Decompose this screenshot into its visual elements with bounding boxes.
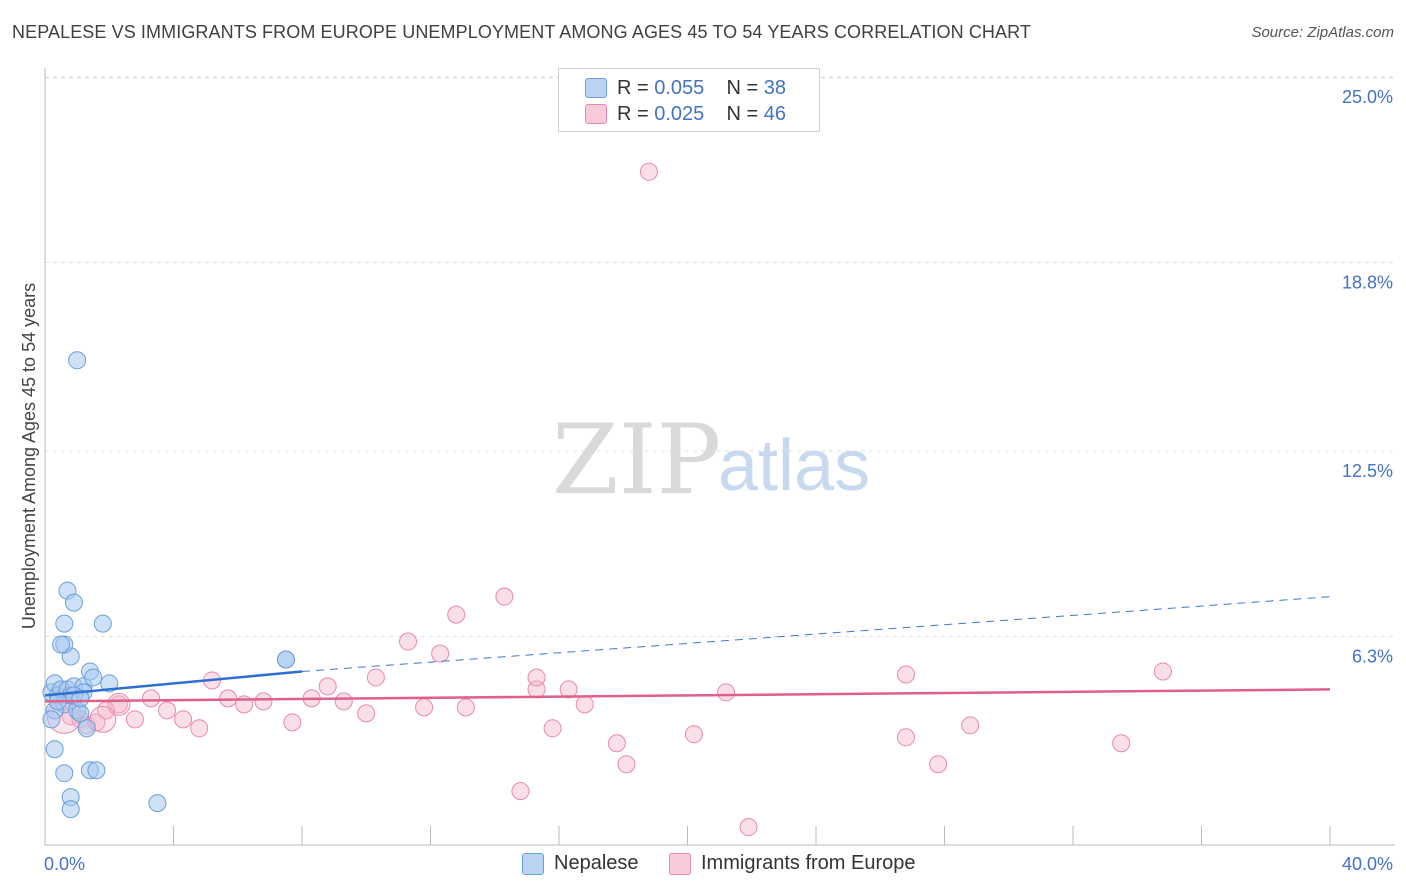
europe-point xyxy=(447,605,466,624)
r-label: R = xyxy=(617,103,655,125)
tick-labels: 6.3% 12.5% 18.8% 25.0% 0.0% 40.0% xyxy=(44,87,1393,874)
n-label: N = xyxy=(726,103,764,125)
europe-point xyxy=(717,683,736,702)
legend-nepalese-text: R = 0.055 N = 38 xyxy=(617,77,786,100)
watermark-atlas: atlas xyxy=(718,426,870,506)
watermark-zip: ZIP xyxy=(552,404,721,516)
nepalese-point xyxy=(52,635,71,654)
europe-point xyxy=(125,710,144,729)
nepalese-point xyxy=(87,761,106,780)
bottom-legend-europe-label: Immigrants from Europe xyxy=(701,852,916,874)
nepalese-point xyxy=(61,800,80,819)
europe-point xyxy=(190,719,209,738)
europe-point xyxy=(158,701,177,720)
nepalese-point xyxy=(84,668,103,687)
europe-point xyxy=(415,698,434,717)
nepalese-point xyxy=(45,740,64,759)
nepalese-point xyxy=(42,710,61,729)
r-value-nepalese: 0.055 xyxy=(654,77,705,99)
europe-point xyxy=(607,734,626,753)
nepalese-trend-line xyxy=(44,670,303,697)
europe-point xyxy=(254,692,273,711)
r-label: R = xyxy=(617,77,655,99)
europe-point xyxy=(456,698,475,717)
nepalese-point xyxy=(68,351,87,370)
europe-point xyxy=(684,725,703,744)
chart-title: NEPALESE VS IMMIGRANTS FROM EUROPE UNEMP… xyxy=(12,22,1031,42)
europe-point xyxy=(399,632,418,651)
europe-point-large xyxy=(107,692,131,716)
europe-point xyxy=(357,704,376,723)
europe-point-large xyxy=(89,705,117,733)
europe-swatch xyxy=(669,853,691,875)
europe-point xyxy=(495,587,514,606)
y-tick-label: 18.8% xyxy=(1342,273,1393,293)
europe-point xyxy=(575,695,594,714)
europe-point xyxy=(896,665,915,684)
grid xyxy=(45,76,1395,638)
europe-point xyxy=(174,710,193,729)
europe-point xyxy=(559,680,578,699)
nepalese-point xyxy=(93,614,112,633)
legend-europe-text: R = 0.025 N = 46 xyxy=(617,103,786,126)
watermark: ZIP atlas xyxy=(552,404,870,516)
x-tick-label: 40.0% xyxy=(1342,854,1393,874)
nepalese-point xyxy=(55,764,74,783)
europe-point xyxy=(961,716,980,735)
n-label: N = xyxy=(726,77,764,99)
nepalese-point xyxy=(77,719,96,738)
europe-point xyxy=(543,719,562,738)
nepalese-point xyxy=(64,593,83,612)
nepalese-point xyxy=(71,704,90,723)
europe-point xyxy=(617,755,636,774)
nepalese-point xyxy=(276,650,295,669)
axes xyxy=(44,68,1395,846)
nepalese-trend-dashed xyxy=(301,596,1331,672)
europe-point xyxy=(1112,734,1131,753)
n-value-nepalese: 38 xyxy=(763,77,787,99)
trend-lines xyxy=(44,596,1331,703)
y-tick-label: 12.5% xyxy=(1342,461,1393,481)
source-label: Source: ZipAtlas.com xyxy=(1251,24,1394,41)
y-axis-label: Unemployment Among Ages 45 to 54 years xyxy=(19,283,39,629)
europe-point xyxy=(283,713,302,732)
correlation-legend: R = 0.055 N = 38 R = 0.025 N = 46 xyxy=(558,68,820,132)
europe-point xyxy=(511,782,530,801)
europe-point xyxy=(929,755,948,774)
europe-trend-line xyxy=(44,688,1331,703)
x-tick-label: 0.0% xyxy=(44,854,85,874)
y-tick-label: 6.3% xyxy=(1352,647,1393,667)
europe-point xyxy=(142,689,161,708)
europe-swatch xyxy=(585,104,607,124)
europe-point xyxy=(739,818,758,837)
series-nepalese xyxy=(42,351,295,819)
nepalese-point xyxy=(55,614,74,633)
nepalese-swatch xyxy=(522,853,544,875)
bottom-legend-nepalese-label: Nepalese xyxy=(554,852,639,874)
n-value-europe: 46 xyxy=(763,103,787,125)
r-value-europe: 0.025 xyxy=(654,103,705,125)
europe-point xyxy=(527,668,546,687)
europe-point xyxy=(431,644,450,663)
europe-point xyxy=(639,162,658,181)
nepalese-point xyxy=(71,689,90,708)
europe-point xyxy=(318,677,337,696)
europe-point xyxy=(896,728,915,747)
nepalese-swatch xyxy=(585,78,607,98)
nepalese-point xyxy=(100,674,119,693)
nepalese-point xyxy=(148,794,167,813)
europe-point xyxy=(1153,662,1172,681)
europe-point xyxy=(334,692,353,711)
europe-point xyxy=(366,668,385,687)
y-tick-label: 25.0% xyxy=(1342,87,1393,107)
